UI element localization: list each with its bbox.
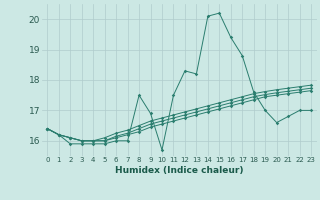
X-axis label: Humidex (Indice chaleur): Humidex (Indice chaleur) [115,166,244,175]
